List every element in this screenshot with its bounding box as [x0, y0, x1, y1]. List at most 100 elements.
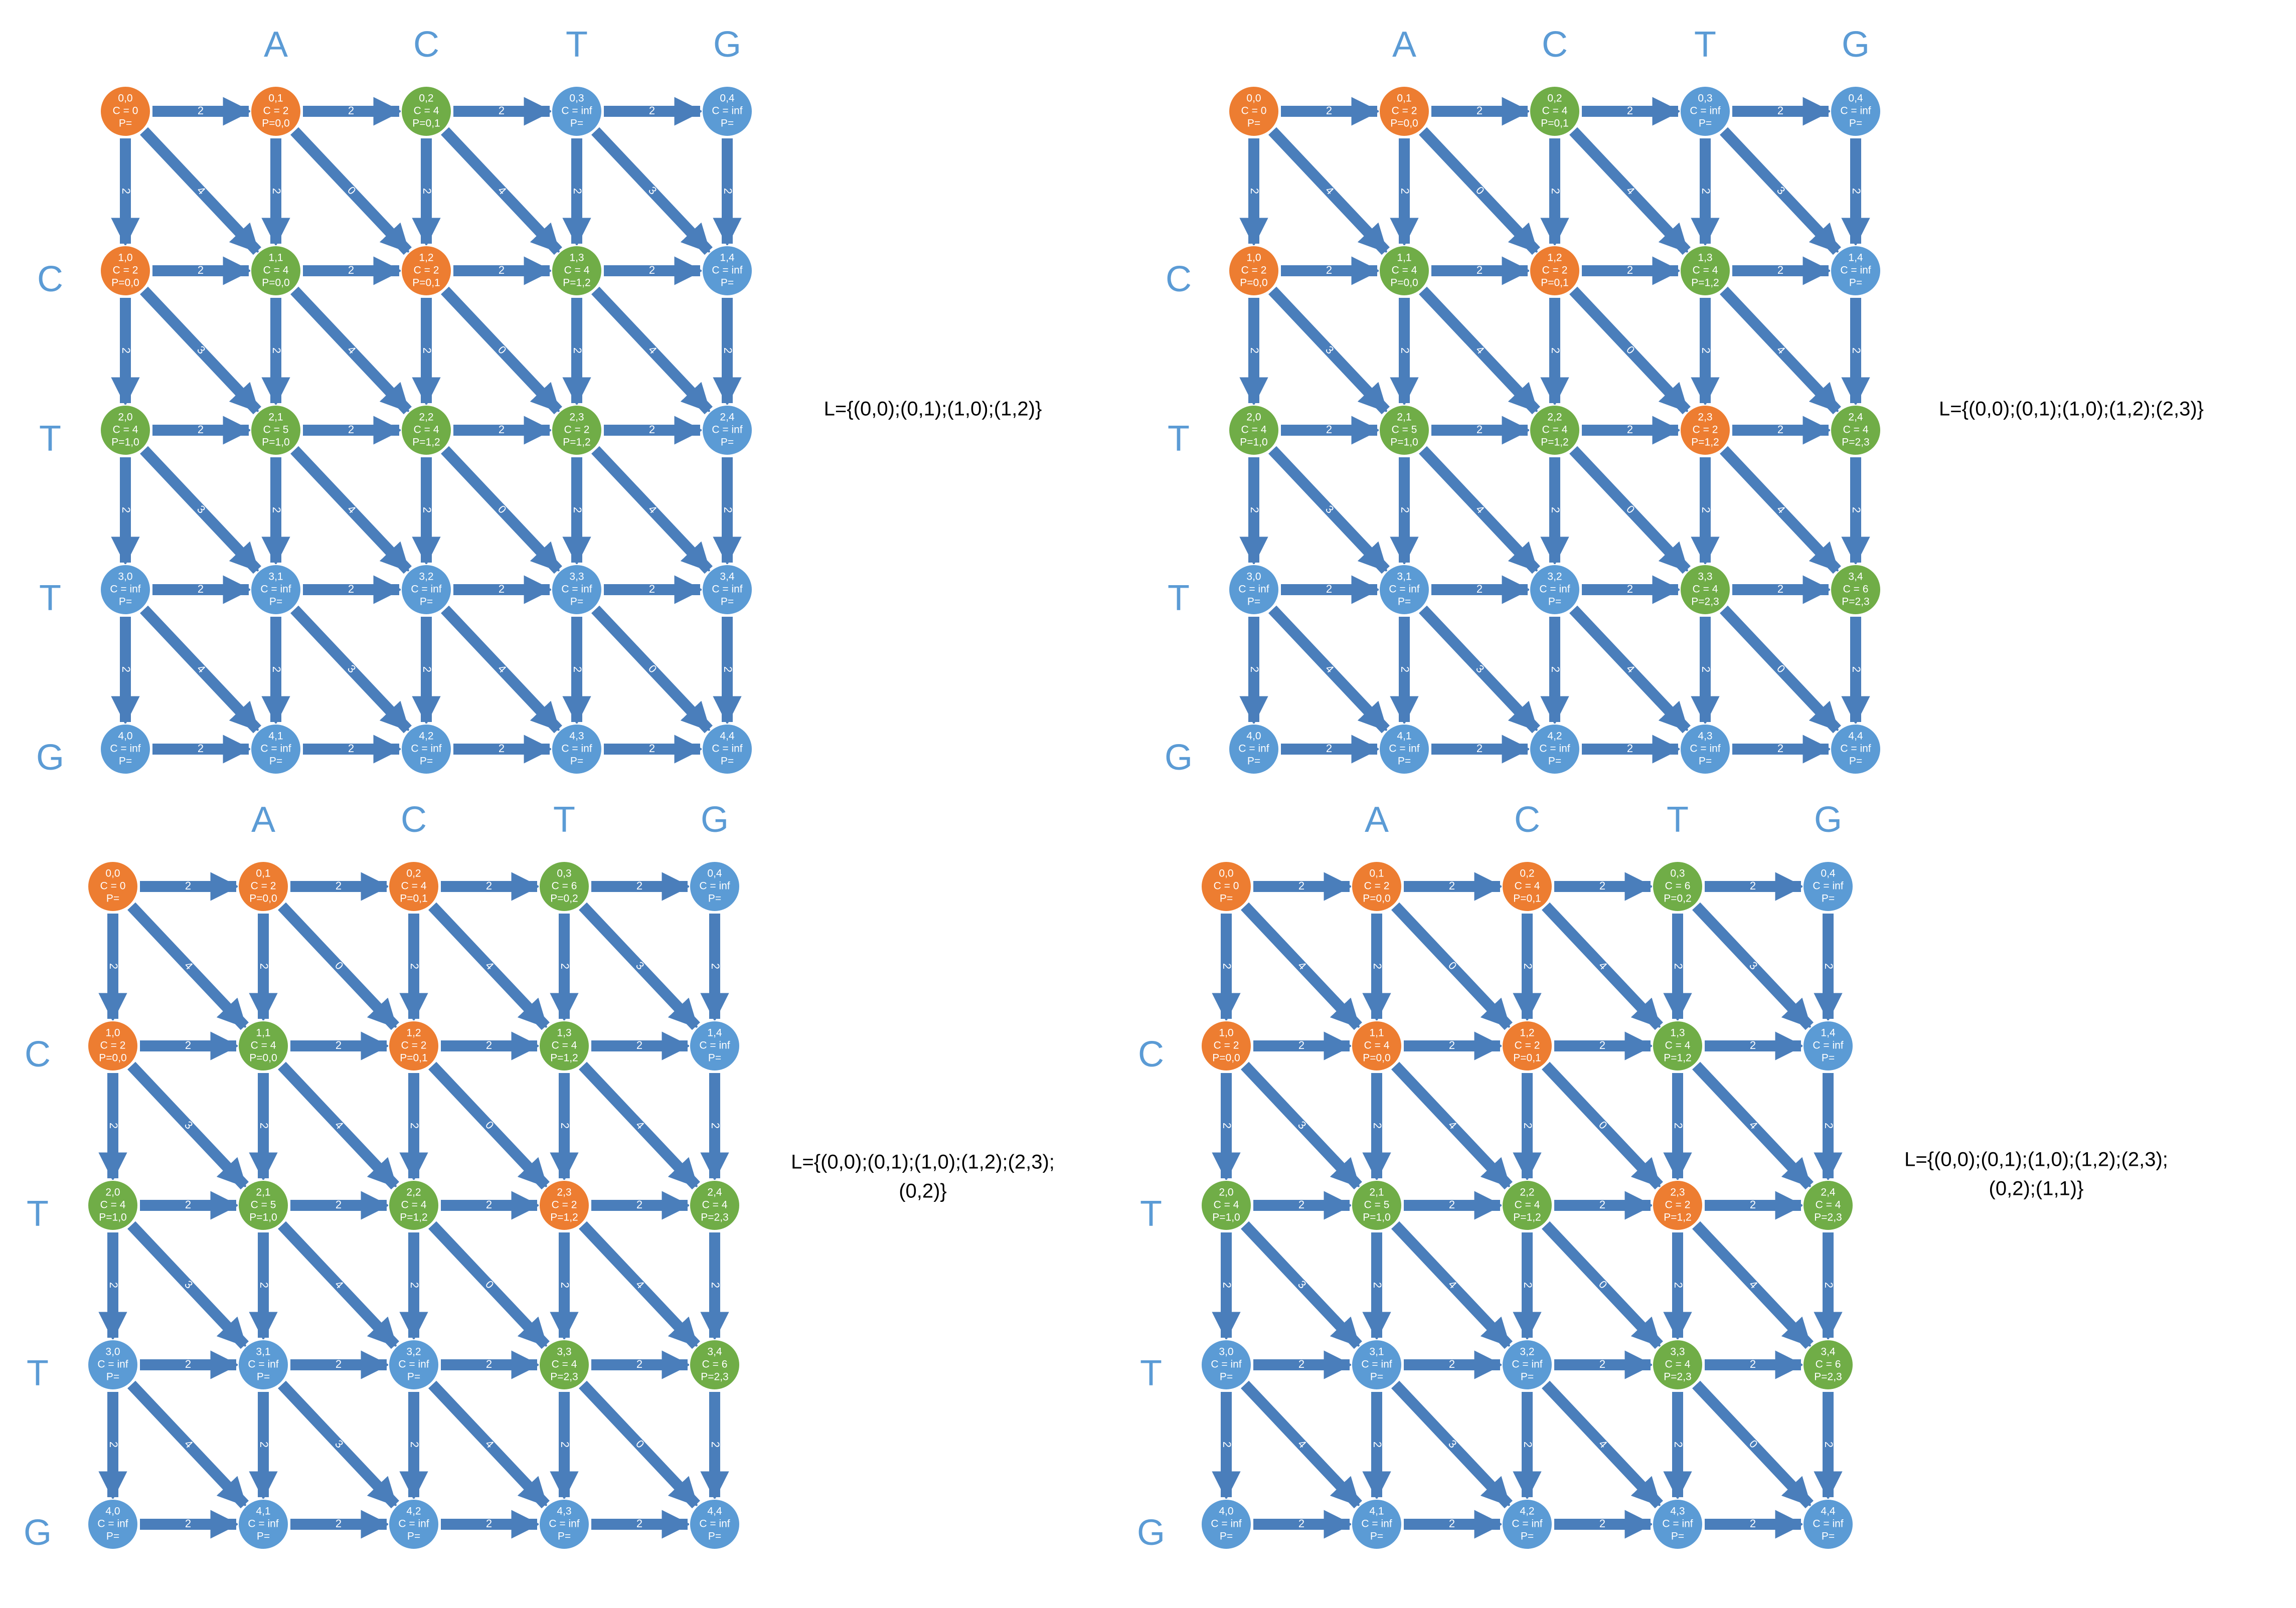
- node-parent: P=: [1548, 756, 1561, 767]
- column-letter-A: A: [1365, 800, 1389, 840]
- node-cost: C = 4: [564, 265, 590, 276]
- node-2-0: 2,0C = 4P=1,0: [87, 1180, 138, 1231]
- node-parent: P=1,2: [1691, 437, 1719, 448]
- node-cost: C = inf: [1840, 743, 1871, 755]
- node-parent: P=: [119, 596, 132, 608]
- node-circle: [87, 1499, 138, 1550]
- node-id: 2,2: [419, 412, 433, 423]
- node-circle: [702, 405, 753, 456]
- node-id: 1,3: [1698, 252, 1712, 264]
- edge-v-0-0-weight: 2: [107, 963, 120, 969]
- node-3-3: 3,3C = 4P=2,3: [1652, 1339, 1703, 1390]
- node-parent: P=: [420, 756, 433, 767]
- node-layer: 0,0C = 0P=0,1C = 2P=0,00,2C = 4P=0,10,3C…: [87, 861, 740, 1550]
- node-layer: 0,0C = 0P=0,1C = 2P=0,00,2C = 4P=0,10,3C…: [1228, 86, 1881, 775]
- node-cost: C = 2: [564, 424, 590, 436]
- node-parent: P=: [1822, 893, 1835, 905]
- node-parent: P=: [1370, 1371, 1383, 1383]
- node-id: 2,4: [1848, 412, 1863, 423]
- node-id: 4,1: [256, 1506, 270, 1517]
- edge-h-0-2-weight: 2: [1627, 104, 1633, 117]
- node-circle: [250, 724, 301, 775]
- node-parent: P=2,3: [1842, 596, 1869, 608]
- node-cost: C = 2: [414, 265, 439, 276]
- node-parent: P=0,1: [1541, 118, 1568, 129]
- node-cost: C = inf: [1690, 743, 1720, 755]
- edge-h-3-1-weight: 2: [1449, 1358, 1455, 1370]
- node-cost: C = inf: [1840, 265, 1871, 276]
- row-letter-T: T: [1168, 419, 1190, 459]
- node-parent: P=0,0: [111, 277, 139, 289]
- node-parent: P=: [708, 1052, 721, 1064]
- node-cost: C = inf: [1389, 743, 1419, 755]
- node-parent: P=2,3: [1842, 437, 1869, 448]
- node-cost: C = 4: [1214, 1199, 1239, 1211]
- node-parent: P=0,0: [249, 893, 277, 905]
- node-id: 4,2: [406, 1506, 421, 1517]
- node-parent: P=: [1822, 1052, 1835, 1064]
- node-circle: [1652, 1499, 1703, 1550]
- node-id: 4,4: [707, 1506, 722, 1517]
- edge-v-0-1-weight: 2: [1371, 963, 1384, 969]
- edge-d-1-1: [290, 286, 412, 415]
- edge-h-2-0-weight: 2: [185, 1198, 191, 1211]
- edge-d-0-3: [591, 127, 713, 255]
- node-3-3: 3,3C = 4P=2,3: [539, 1339, 590, 1390]
- node-id: 0,2: [1520, 868, 1534, 879]
- edge-v-2-2-weight: 2: [1522, 1282, 1534, 1288]
- node-circle: [238, 1499, 289, 1550]
- edge-d-1-2: [441, 286, 562, 415]
- node-cost: C = inf: [260, 743, 291, 755]
- edge-v-0-2-weight: 2: [1549, 188, 1562, 194]
- node-id: 2,1: [268, 412, 283, 423]
- edge-v-1-3-weight: 2: [1700, 347, 1712, 353]
- edge-h-1-1-weight: 2: [348, 264, 354, 276]
- node-circle: [388, 1180, 439, 1231]
- edge-v-0-4-weight: 2: [1850, 188, 1863, 194]
- node-circle: [100, 405, 151, 456]
- node-cost: C = 2: [552, 1199, 577, 1211]
- node-2-4: 2,4C = 4P=2,3: [1830, 405, 1881, 456]
- edge-d-2-1: [278, 1221, 399, 1349]
- edge-h-4-0-weight: 2: [1298, 1517, 1304, 1530]
- node-cost: C = inf: [1662, 1518, 1693, 1530]
- node-parent: P=0,0: [1212, 1052, 1240, 1064]
- node-circle: [1502, 1020, 1553, 1071]
- node-parent: P=1,0: [249, 1212, 277, 1223]
- node-parent: P=: [708, 1531, 721, 1542]
- node-3-4: 3,4C = 6P=2,3: [1830, 564, 1881, 615]
- node-circle: [1351, 1020, 1402, 1071]
- edge-d-0-1: [290, 127, 412, 255]
- node-id: 0,4: [1848, 93, 1863, 104]
- node-circle: [87, 1020, 138, 1071]
- node-parent: P=: [1548, 596, 1561, 608]
- edge-h-1-0-weight: 2: [185, 1039, 191, 1051]
- edge-v-2-2-weight: 2: [1549, 507, 1562, 513]
- edge-v-2-2-weight: 2: [421, 507, 433, 513]
- node-0-2: 0,2C = 4P=0,1: [1529, 86, 1580, 137]
- node-cost: C = 5: [1392, 424, 1417, 436]
- edge-d-2-1: [290, 446, 412, 574]
- edge-h-4-1-weight: 2: [348, 742, 354, 755]
- node-circle: [1351, 861, 1402, 912]
- node-id: 2,0: [105, 1187, 120, 1198]
- edge-d-3-1: [278, 1380, 399, 1509]
- edge-d-0-1: [1419, 127, 1540, 255]
- node-0-2: 0,2C = 4P=0,1: [1502, 861, 1553, 912]
- node-circle: [388, 1499, 439, 1550]
- node-id: 4,2: [1520, 1506, 1534, 1517]
- node-cost: C = inf: [1539, 584, 1570, 595]
- row-letter-T: T: [39, 419, 61, 459]
- node-circle: [1652, 861, 1703, 912]
- node-cost: C = 2: [1542, 265, 1568, 276]
- edge-v-2-3-weight: 2: [1672, 1282, 1685, 1288]
- edge-h-2-1-weight: 2: [348, 423, 354, 436]
- node-circle: [1830, 724, 1881, 775]
- node-id: 3,3: [1698, 571, 1712, 583]
- node-id: 2,3: [569, 412, 584, 423]
